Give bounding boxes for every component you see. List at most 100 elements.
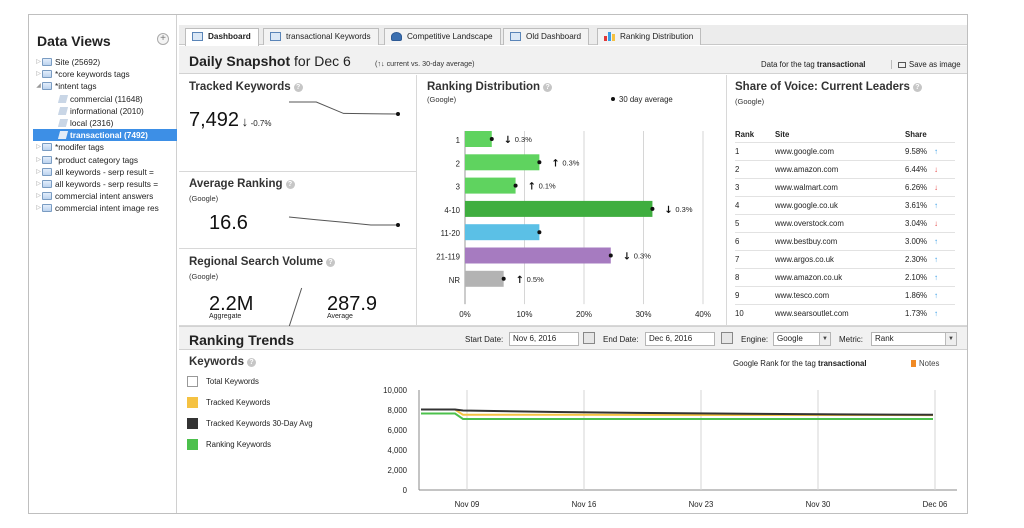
expand-arrow-icon[interactable]: ▷ xyxy=(36,193,41,200)
bar[interactable] xyxy=(465,200,653,217)
engine-select[interactable]: Google ▼ xyxy=(773,332,831,346)
cell-rank: 5 xyxy=(735,213,775,232)
sidebar-item[interactable]: local (2316) xyxy=(33,117,177,129)
x-tick-label: Nov 16 xyxy=(572,500,597,509)
sidebar-item-label: local (2316) xyxy=(70,118,114,129)
sidebar-item[interactable]: ▷ *modifer tags xyxy=(33,141,177,153)
help-icon[interactable]: ? xyxy=(246,358,256,367)
cell-share: 9.58% ↑ xyxy=(905,141,955,160)
expanded-arrow-icon[interactable]: ◢ xyxy=(36,83,41,90)
expand-arrow-icon[interactable]: ▷ xyxy=(36,59,41,66)
cell-share-text: 6.44% xyxy=(905,164,928,174)
table-header-row: Rank Site Share xyxy=(735,128,955,142)
expand-arrow-icon[interactable]: ▷ xyxy=(36,144,41,151)
legend-label: Ranking Keywords xyxy=(206,440,272,449)
average-legend-label: 30 day average xyxy=(619,95,673,104)
cell-rank: 7 xyxy=(735,249,775,268)
calendar-icon[interactable] xyxy=(583,332,595,344)
cell-rank-text: 2 xyxy=(735,164,740,174)
cell-site-text: www.google.co.uk xyxy=(775,200,838,210)
category-label: 1 xyxy=(456,136,460,145)
tab-bar: Dashboard transactional Keywords Competiti… xyxy=(179,25,967,46)
notes-button[interactable]: Notes xyxy=(911,359,939,368)
legend-item[interactable]: Total Keywords xyxy=(187,376,259,387)
expand-arrow-icon[interactable]: ▷ xyxy=(36,156,41,163)
share-of-voice-panel: Share of Voice: Current Leaders? (Google… xyxy=(727,75,967,326)
tag-icon xyxy=(57,94,69,103)
average-label: Average xyxy=(327,313,353,320)
sidebar-item[interactable]: ▷ all keywords - serp result = xyxy=(33,166,177,178)
ranking-distribution-title: Ranking Distribution? xyxy=(427,81,553,93)
tab-old-dashboard[interactable]: Old Dashboard xyxy=(503,28,590,45)
sidebar-item[interactable]: commercial (11648) xyxy=(33,93,177,105)
end-date-input[interactable]: Dec 6, 2016 xyxy=(645,332,715,346)
cell-share: 3.00% ↑ xyxy=(905,231,955,250)
series-line[interactable] xyxy=(421,408,934,416)
sidebar-item[interactable]: ◢ *intent tags xyxy=(33,80,177,92)
average-ranking-panel: Average Ranking? (Google) 16.6 xyxy=(179,172,417,249)
save-as-image-button[interactable]: Save as image xyxy=(891,60,961,69)
cell-share-text: 3.00% xyxy=(905,236,928,246)
sidebar-item[interactable]: ▷ *product category tags xyxy=(33,154,177,166)
aggregate-value: 2.2M xyxy=(209,293,254,315)
snapshot-title: Daily Snapshot for Dec 6 xyxy=(189,53,351,69)
change-label: 0.3% xyxy=(515,135,532,144)
tab-label: Dashboard xyxy=(208,32,251,41)
cell-share-text: 1.86% xyxy=(905,290,928,300)
sidebar-item[interactable]: ▷ *core keywords tags xyxy=(33,68,177,80)
legend-item[interactable]: Tracked Keywords 30-Day Avg xyxy=(187,418,313,429)
sidebar-item[interactable]: ▷ commercial intent answers xyxy=(33,190,177,202)
folder-icon xyxy=(42,58,52,67)
arrow-up-icon: ↑ xyxy=(932,254,939,264)
arrow-up-icon: ↑ xyxy=(516,275,524,286)
help-icon[interactable]: ? xyxy=(326,258,335,267)
legend-item[interactable]: Tracked Keywords xyxy=(187,397,270,408)
sidebar-item[interactable]: ▷ commercial intent image res xyxy=(33,202,177,214)
sidebar-item[interactable]: ▷ all keywords - serp results = xyxy=(33,178,177,190)
cell-rank: 9 xyxy=(735,285,775,304)
arrow-up-icon: ↑ xyxy=(932,236,939,246)
help-icon[interactable]: ? xyxy=(293,83,303,92)
arrow-up-icon: ↑ xyxy=(932,272,939,282)
legend-item[interactable]: Ranking Keywords xyxy=(187,439,271,450)
ranking-trends-title: Ranking Trends xyxy=(189,332,295,348)
help-icon[interactable]: ? xyxy=(543,83,553,92)
bar[interactable] xyxy=(465,247,611,264)
sidebar-item[interactable]: ▷ Site (25692) xyxy=(33,56,177,68)
bar[interactable] xyxy=(465,154,540,171)
cell-rank-text: 1 xyxy=(735,146,740,156)
expand-arrow-icon[interactable]: ▷ xyxy=(36,71,41,78)
help-icon[interactable]: ? xyxy=(912,83,922,92)
expand-arrow-icon[interactable]: ▷ xyxy=(36,168,41,175)
arrow-up-icon: ↑ xyxy=(932,290,939,300)
cell-site-text: www.amazon.co.uk xyxy=(775,272,843,282)
expand-arrow-icon[interactable]: ▷ xyxy=(36,205,41,212)
bar[interactable] xyxy=(465,224,540,241)
bar[interactable] xyxy=(465,131,492,147)
arrow-up-icon: ↑ xyxy=(932,308,939,318)
average-dot xyxy=(513,183,518,188)
tab-transactional-keywords[interactable]: transactional Keywords xyxy=(263,28,379,45)
tab-competitive-landscape[interactable]: Competitive Landscape xyxy=(384,28,501,45)
sidebar-item[interactable]: transactional (7492) xyxy=(33,129,177,142)
start-date-input[interactable]: Nov 6, 2016 xyxy=(509,332,579,346)
table-row: 6 www.bestbuy.com 3.00% ↑ xyxy=(735,231,955,250)
series-line[interactable] xyxy=(421,412,933,420)
calendar-icon[interactable] xyxy=(721,332,733,344)
tab-ranking-distribution[interactable]: Ranking Distribution xyxy=(597,28,702,45)
chevron-down-icon: ▼ xyxy=(819,333,830,345)
sidebar-item[interactable]: informational (2010) xyxy=(33,105,177,117)
add-view-button[interactable]: + xyxy=(157,33,169,45)
expand-arrow-icon[interactable]: ▷ xyxy=(36,180,41,187)
sidebar-item-label: *modifer tags xyxy=(55,142,104,153)
tab-dashboard[interactable]: Dashboard xyxy=(185,28,259,46)
bar[interactable] xyxy=(465,270,504,287)
metric-select[interactable]: Rank ▼ xyxy=(871,332,957,346)
bar[interactable] xyxy=(465,177,516,194)
dashboard-icon xyxy=(192,32,203,41)
help-icon[interactable]: ? xyxy=(285,180,295,189)
chevron-down-icon: ▼ xyxy=(945,333,956,345)
keywords-trend-chart: 0 2,000 4,000 6,000 8,000 10,000 Nov 09 Nov 16 N… xyxy=(383,386,957,509)
category-label: 4-10 xyxy=(444,206,460,215)
table-row: 7 www.argos.co.uk 2.30% ↑ xyxy=(735,249,955,268)
